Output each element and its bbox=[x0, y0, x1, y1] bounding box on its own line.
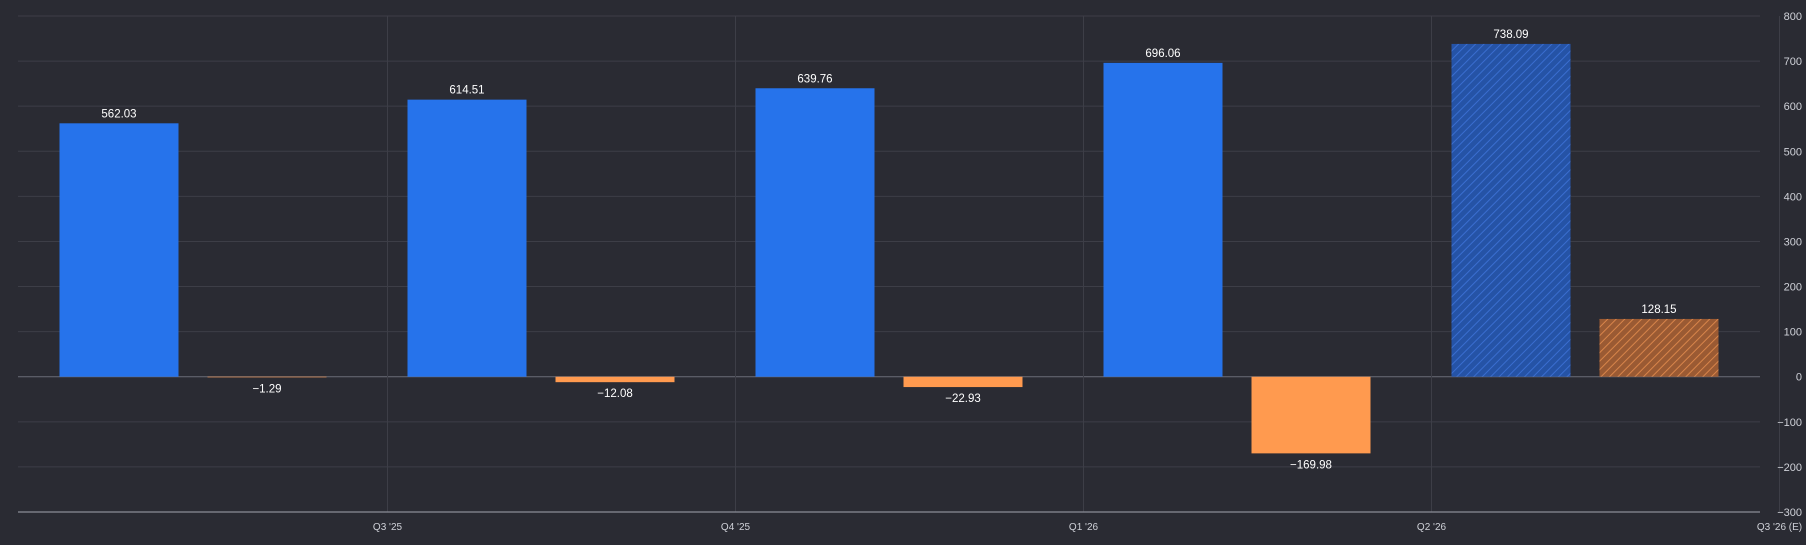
y-tick-label: −200 bbox=[1777, 462, 1802, 474]
y-tick-label: 700 bbox=[1784, 56, 1802, 68]
y-tick-label: 600 bbox=[1784, 101, 1802, 113]
bar-series-a bbox=[755, 88, 875, 377]
y-tick-label: 0 bbox=[1796, 372, 1802, 384]
bar-series-a bbox=[1451, 43, 1571, 377]
axes: 800 700 600 500 400 300 200 100 0 −100 −200 −300 Q3 … bbox=[18, 11, 1802, 533]
y-tick-label: 200 bbox=[1784, 282, 1802, 294]
bar-series-b bbox=[1251, 376, 1371, 454]
bar-series-a bbox=[407, 99, 527, 377]
data-label: 738.09 bbox=[1493, 29, 1528, 41]
y-tick-label: 500 bbox=[1784, 146, 1802, 158]
x-tick-label: Q4 '25 bbox=[721, 522, 751, 533]
y-tick-label: 300 bbox=[1784, 236, 1802, 248]
data-label: −169.98 bbox=[1290, 459, 1332, 471]
bar-series-a bbox=[59, 123, 179, 377]
data-label: 562.03 bbox=[101, 108, 136, 120]
y-tick-label: 400 bbox=[1784, 191, 1802, 203]
data-label: −1.29 bbox=[252, 383, 281, 395]
data-label: 696.06 bbox=[1145, 48, 1180, 60]
data-label: 614.51 bbox=[449, 85, 484, 97]
data-label: 128.15 bbox=[1641, 304, 1676, 316]
data-label: 639.76 bbox=[797, 73, 832, 85]
x-tick-label: Q2 '26 bbox=[1417, 522, 1447, 533]
bar-series-b bbox=[1599, 318, 1719, 377]
bar-series-b bbox=[555, 376, 675, 383]
y-tick-label: 800 bbox=[1784, 11, 1802, 23]
y-tick-label: −300 bbox=[1777, 507, 1802, 519]
y-tick-label: −100 bbox=[1777, 417, 1802, 429]
data-labels: 562.03 614.51 639.76 696.06 738.09 −1.29 −12.0… bbox=[101, 29, 1676, 471]
data-label: −22.93 bbox=[945, 393, 981, 405]
x-tick-label: Q3 '26 (E) bbox=[1757, 522, 1802, 533]
bar-series-b bbox=[207, 376, 327, 378]
x-tick-label: Q3 '25 bbox=[373, 522, 403, 533]
bar-series-a bbox=[1103, 62, 1223, 377]
grid bbox=[18, 15, 1780, 512]
data-label: −12.08 bbox=[597, 388, 633, 400]
bar-series-b bbox=[903, 376, 1023, 388]
y-tick-label: 100 bbox=[1784, 327, 1802, 339]
x-tick-label: Q1 '26 bbox=[1069, 522, 1099, 533]
bars bbox=[59, 43, 1719, 454]
